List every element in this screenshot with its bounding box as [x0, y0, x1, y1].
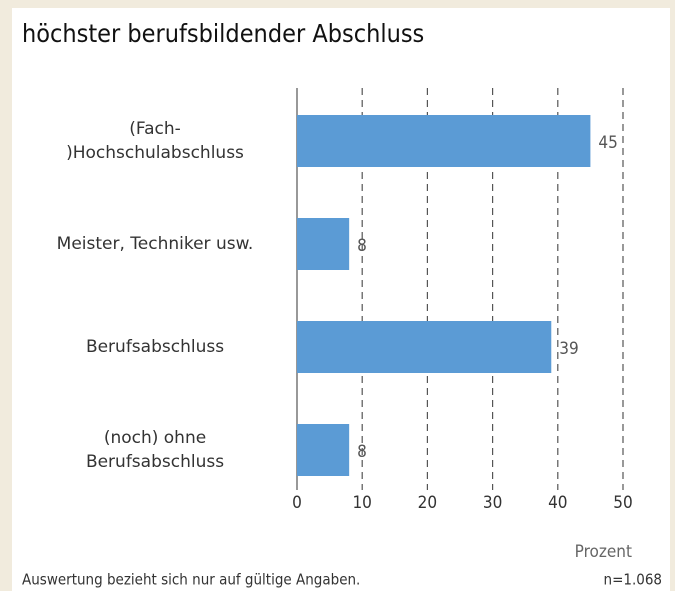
x-tick-label: 30 [483, 493, 502, 513]
y-tick-label: Meister, Techniker usw. [56, 234, 254, 254]
value-label: 8 [357, 442, 367, 462]
bar [297, 321, 552, 373]
bar [297, 115, 591, 167]
x-tick-label: 50 [613, 493, 632, 513]
chart-title: höchster berufsbildender Abschluss [22, 19, 424, 48]
bar [297, 424, 350, 476]
y-tick-label: Berufsabschluss [85, 337, 225, 357]
x-tick-label: 10 [352, 493, 371, 513]
footnote: Auswertung bezieht sich nur auf gültige … [22, 571, 360, 589]
x-tick-label: 40 [548, 493, 567, 513]
x-axis-label: Prozent [575, 542, 632, 562]
value-label: 45 [598, 133, 617, 153]
sample-size: n=1.068 [604, 571, 662, 589]
x-tick-label: 0 [292, 493, 302, 513]
y-tick-label: (Fach- )Hochschulabschluss [66, 119, 244, 163]
value-label: 8 [357, 236, 367, 256]
y-tick-label: (noch) ohne Berufsabschluss [85, 428, 225, 472]
x-tick-label: 20 [418, 493, 437, 513]
value-label: 39 [559, 339, 578, 359]
panel [12, 8, 670, 591]
bar [297, 218, 350, 270]
